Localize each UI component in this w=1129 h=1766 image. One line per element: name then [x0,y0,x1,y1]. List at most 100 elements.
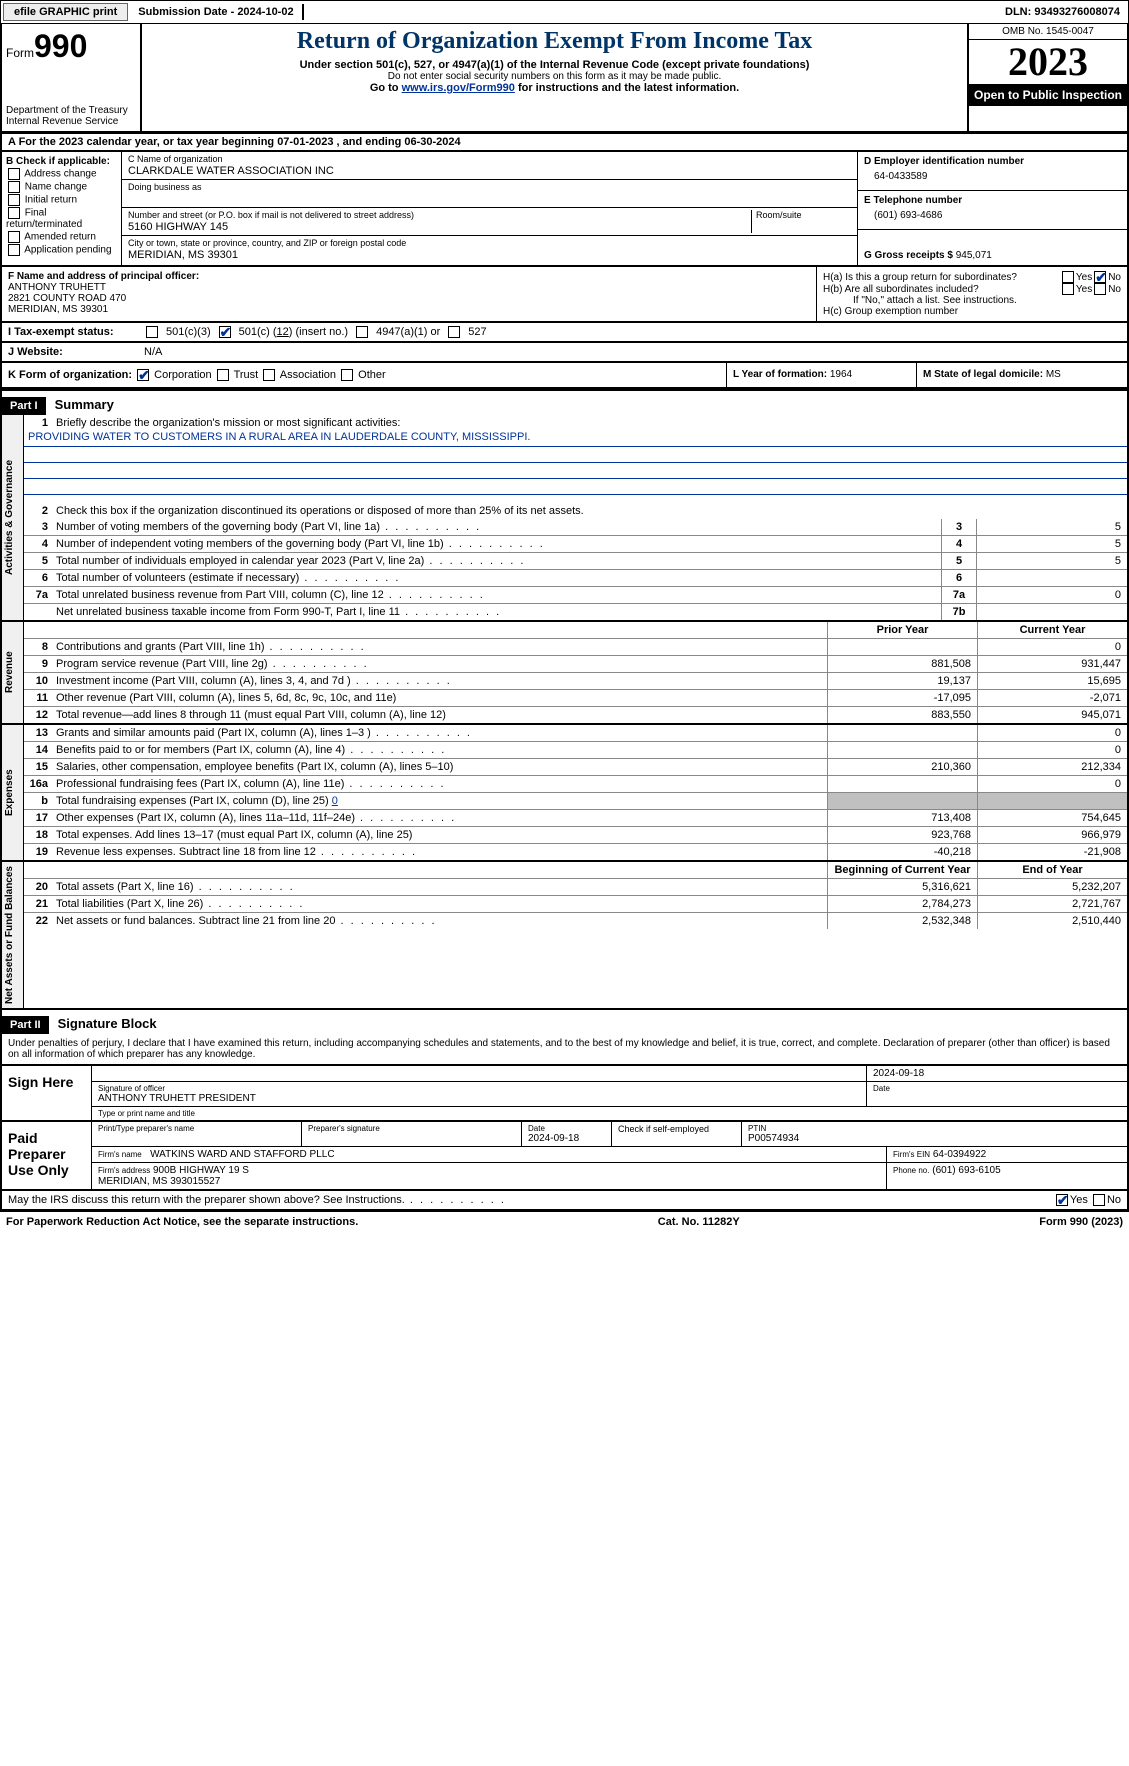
line12-curr: 945,071 [977,707,1127,723]
line18-label: Total expenses. Add lines 13–17 (must eq… [52,827,827,843]
line16a-prior [827,776,977,792]
line16b-prior-grey [827,793,977,809]
chk-other[interactable] [341,369,353,381]
paid-preparer-label: Paid Preparer Use Only [2,1122,92,1189]
line7a-label: Total unrelated business revenue from Pa… [52,587,941,603]
may-irs-no-checkbox[interactable] [1093,1194,1105,1206]
dba-field: Doing business as [122,180,857,208]
line1-label: Briefly describe the organization's miss… [52,415,1127,431]
hb-label: H(b) Are all subordinates included? [823,284,1060,295]
hb-no-checkbox[interactable] [1094,283,1106,295]
line11-prior: -17,095 [827,690,977,706]
ein-field: D Employer identification number 64-0433… [858,152,1127,191]
net-assets-section: Net Assets or Fund Balances Beginning of… [2,860,1127,1008]
opt-trust: Trust [234,369,259,381]
ha-no-checkbox[interactable] [1094,271,1106,283]
header-title-block: Return of Organization Exempt From Incom… [142,24,967,131]
chk-501c[interactable] [219,326,231,338]
may-irs-yes-checkbox[interactable] [1056,1194,1068,1206]
line9-curr: 931,447 [977,656,1127,672]
chk-527[interactable] [448,326,460,338]
phone-field: E Telephone number (601) 693-4686 [858,191,1127,230]
m-label: M State of legal domicile: [923,369,1043,380]
irs-link[interactable]: www.irs.gov/Form990 [402,82,515,94]
line2-label: Check this box if the organization disco… [52,503,1127,519]
chk-name-change[interactable]: Name change [6,181,117,193]
l-label: L Year of formation: [733,369,827,380]
paid-preparer-block: Paid Preparer Use Only Print/Type prepar… [0,1122,1129,1191]
activities-governance-section: Activities & Governance 1Briefly describ… [2,415,1127,620]
line16b-value: 0 [332,795,338,807]
firm-ein-label: Firm's EIN [893,1150,930,1159]
chk-4947[interactable] [356,326,368,338]
firm-name-label: Firm's name [98,1150,142,1159]
chk-501c3[interactable] [146,326,158,338]
line16a-curr: 0 [977,776,1127,792]
footer-form: Form 990 (2023) [1039,1216,1123,1228]
prep-date: 2024-09-18 [528,1133,579,1144]
line18-prior: 923,768 [827,827,977,843]
k-label: K Form of organization: [8,369,132,381]
opt-527: 527 [468,326,486,338]
chk-trust[interactable] [217,369,229,381]
firm-name: WATKINS WARD AND STAFFORD PLLC [150,1149,334,1160]
line22-prior: 2,532,348 [827,913,977,929]
chk-application-pending[interactable]: Application pending [6,244,117,256]
ptin-label: PTIN [748,1124,1121,1133]
line5-label: Total number of individuals employed in … [52,553,941,569]
addr-label: Number and street (or P.O. box if mail i… [128,210,414,220]
city-value: MERIDIAN, MS 39301 [128,249,851,261]
city-field: City or town, state or province, country… [122,236,857,263]
phone-value: (601) 693-4686 [864,206,1121,225]
chk-address-change[interactable]: Address change [6,168,117,180]
mission-text: PROVIDING WATER TO CUSTOMERS IN A RURAL … [24,431,1127,447]
ein-label: D Employer identification number [864,156,1121,167]
section-l-year: L Year of formation: 1964 [727,363,917,387]
line14-curr: 0 [977,742,1127,758]
line7b-label: Net unrelated business taxable income fr… [52,604,941,620]
org-name-field: C Name of organization CLARKDALE WATER A… [122,152,857,180]
line22-curr: 2,510,440 [977,913,1127,929]
line11-label: Other revenue (Part VIII, column (A), li… [52,690,827,706]
line13-prior [827,725,977,741]
section-h-group: H(a) Is this a group return for subordin… [817,267,1127,321]
beginning-year-header: Beginning of Current Year [827,862,977,878]
line9-label: Program service revenue (Part VIII, line… [52,656,827,672]
header-left: Form990 Department of the Treasury Inter… [2,24,142,131]
chk-initial-return[interactable]: Initial return [6,194,117,206]
f-h-row: F Name and address of principal officer:… [0,267,1129,323]
officer-addr1: 2821 COUNTY ROAD 470 [8,293,810,304]
k-l-m-row: K Form of organization: Corporation Trus… [0,363,1129,389]
hc-label: H(c) Group exemption number [823,306,1121,317]
ha-yes-checkbox[interactable] [1062,271,1074,283]
h-note: If "No," attach a list. See instructions… [823,295,1121,306]
line6-label: Total number of volunteers (estimate if … [52,570,941,586]
page-footer: For Paperwork Reduction Act Notice, see … [0,1211,1129,1232]
line17-prior: 713,408 [827,810,977,826]
line15-label: Salaries, other compensation, employee b… [52,759,827,775]
org-name-value: CLARKDALE WATER ASSOCIATION INC [128,165,851,177]
chk-final-return[interactable]: Final return/terminated [6,207,117,230]
efile-print-button[interactable]: efile GRAPHIC print [3,3,128,21]
line7a-value: 0 [977,587,1127,603]
line13-label: Grants and similar amounts paid (Part IX… [52,725,827,741]
chk-association[interactable] [263,369,275,381]
prep-name-label: Print/Type preparer's name [98,1124,295,1133]
firm-phone: (601) 693-6105 [932,1165,1000,1176]
part2-title: Signature Block [52,1016,157,1031]
hb-yes-checkbox[interactable] [1062,283,1074,295]
prior-year-header: Prior Year [827,622,977,638]
website-value: N/A [144,346,162,358]
line4-label: Number of independent voting members of … [52,536,941,552]
line8-curr: 0 [977,639,1127,655]
section-c-org-info: C Name of organization CLARKDALE WATER A… [122,152,857,265]
f-label: F Name and address of principal officer: [8,271,810,282]
hb-no-label: No [1108,284,1121,295]
address-field: Number and street (or P.O. box if mail i… [122,208,857,236]
chk-amended[interactable]: Amended return [6,231,117,243]
dba-label: Doing business as [128,182,202,192]
section-m-state: M State of legal domicile: MS [917,363,1127,387]
tax-year: 2023 [969,40,1127,84]
j-label: J Website: [8,346,138,358]
chk-corporation[interactable] [137,369,149,381]
